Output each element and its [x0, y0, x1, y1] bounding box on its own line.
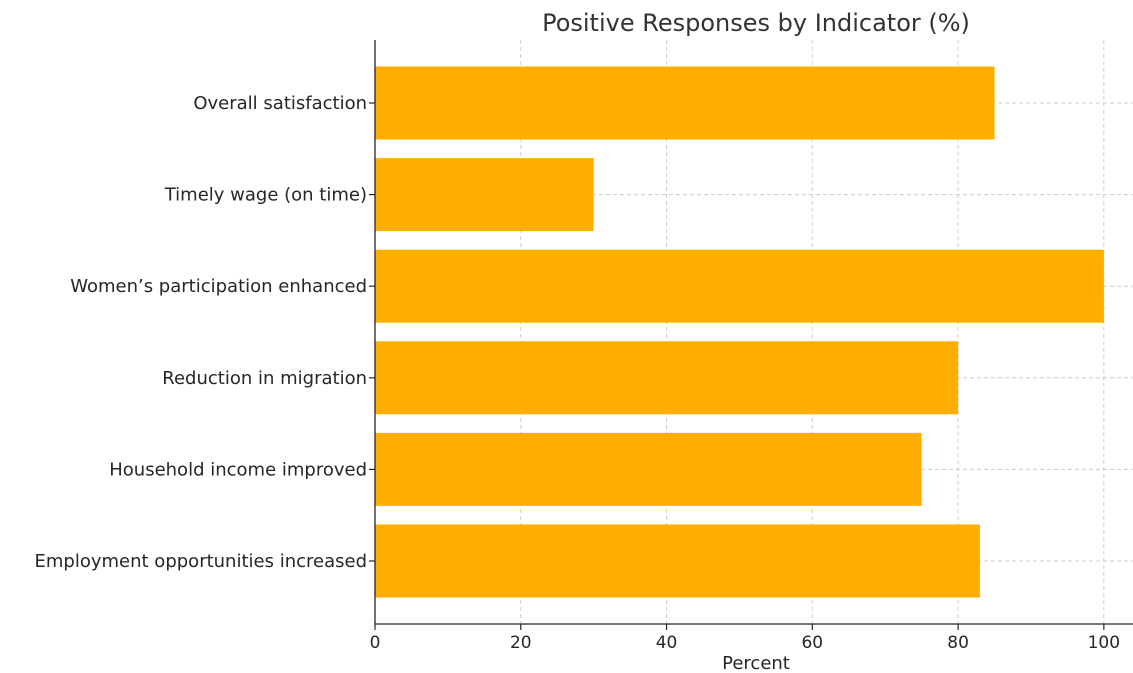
bars [375, 66, 1104, 598]
category-label: Overall satisfaction [193, 93, 367, 114]
x-tick-label: 40 [656, 633, 678, 653]
axes [374, 40, 1133, 625]
category-label: Timely wage (on time) [164, 185, 367, 206]
x-tick-label: 100 [1088, 633, 1120, 653]
category-label: Women’s participation enhanced [70, 276, 367, 297]
bar [375, 66, 995, 140]
x-axis-ticks: 0 20 40 60 80 100 [369, 102, 1120, 653]
x-tick-label: 0 [370, 633, 381, 653]
chart-title: Positive Responses by Indicator (%) [542, 9, 970, 37]
x-axis-label: Percent [722, 653, 790, 673]
x-tick-label: 80 [947, 633, 969, 653]
category-labels: Employment opportunities increased Househ… [35, 93, 367, 572]
bar [375, 341, 959, 415]
category-label: Reduction in migration [162, 368, 367, 389]
x-tick-label: 60 [801, 633, 823, 653]
x-tick-label: 20 [510, 633, 532, 653]
bar [375, 432, 922, 506]
bar [375, 158, 594, 232]
bar [375, 249, 1104, 323]
category-label: Employment opportunities increased [35, 551, 367, 572]
category-label: Household income improved [109, 459, 367, 480]
bar [375, 524, 980, 598]
